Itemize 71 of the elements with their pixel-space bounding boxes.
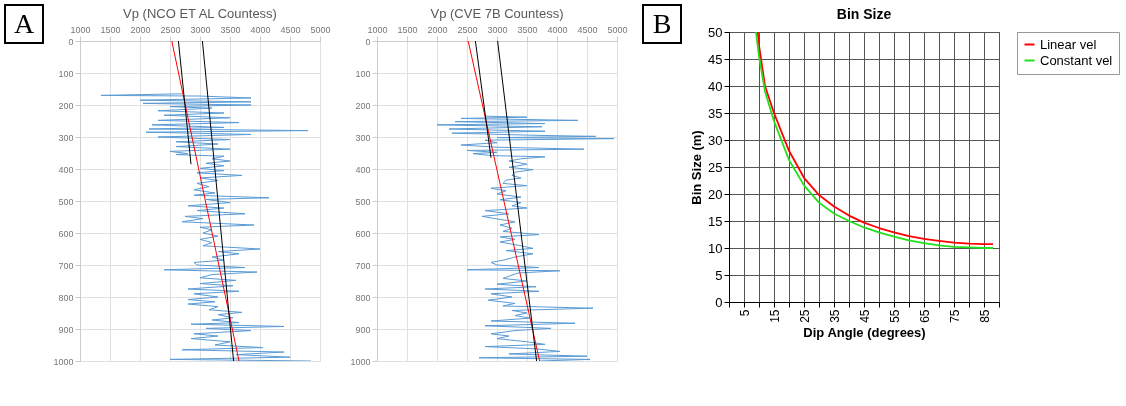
x-tick-label: 1000 — [70, 24, 91, 35]
y-tick-label: 700 — [355, 260, 371, 271]
x-tick-label: 5 — [737, 309, 752, 317]
y-tick-label: 20 — [708, 186, 723, 202]
y-tick-label: 5 — [715, 267, 723, 283]
y-tick-label: 0 — [365, 36, 371, 47]
x-tick-label: 4500 — [577, 24, 598, 35]
y-tick-label: 300 — [58, 132, 74, 143]
x-tick-label: 4000 — [547, 24, 568, 35]
x-tick-label: 2000 — [130, 24, 151, 35]
y-tick-label: 800 — [355, 292, 371, 303]
y-tick-label: 600 — [355, 228, 371, 239]
chart-title: Vp (NCO ET AL Countess) — [123, 6, 277, 21]
x-tick-label: 4000 — [250, 24, 271, 35]
y-tick-label: 10 — [708, 240, 723, 256]
x-tick-label: 2000 — [427, 24, 448, 35]
x-tick-label: 1500 — [100, 24, 121, 35]
x-tick-label: 5000 — [310, 24, 331, 35]
x-tick-label: 85 — [977, 309, 992, 323]
y-axis-title: Bin Size (m) — [689, 130, 705, 205]
y-tick-label: 0 — [68, 36, 74, 47]
chart-title: Vp (CVE 7B Countess) — [430, 6, 564, 21]
y-tick-label: 1000 — [53, 356, 74, 367]
y-tick-label: 700 — [58, 260, 74, 271]
legend-label: Constant vel — [1040, 52, 1113, 68]
x-tick-label: 3500 — [220, 24, 241, 35]
y-tick-label: 900 — [355, 324, 371, 335]
y-tick-label: 300 — [355, 132, 371, 143]
y-tick-label: 600 — [58, 228, 74, 239]
y-tick-label: 800 — [58, 292, 74, 303]
y-tick-label: 500 — [355, 196, 371, 207]
chart-title: Bin Size — [836, 6, 892, 22]
y-tick-label: 0 — [715, 294, 723, 310]
y-tick-label: 900 — [58, 324, 74, 335]
x-tick-label: 2500 — [160, 24, 181, 35]
x-tick-label: 15 — [767, 309, 782, 323]
y-tick-label: 200 — [58, 100, 74, 111]
y-tick-label: 100 — [58, 68, 74, 79]
y-tick-label: 35 — [708, 105, 723, 121]
x-tick-label: 55 — [887, 309, 902, 323]
x-tick-label: 3500 — [517, 24, 538, 35]
y-tick-label: 40 — [708, 78, 723, 94]
y-tick-label: 25 — [708, 159, 723, 175]
y-tick-label: 15 — [708, 213, 723, 229]
y-tick-label: 50 — [708, 24, 723, 40]
y-tick-label: 45 — [708, 51, 723, 67]
x-tick-label: 5000 — [607, 24, 628, 35]
y-tick-label: 30 — [708, 132, 723, 148]
x-tick-label: 1000 — [367, 24, 388, 35]
x-tick-label: 35 — [827, 309, 842, 323]
y-tick-label: 400 — [58, 164, 74, 175]
text: A — [4, 4, 44, 44]
y-tick-label: 200 — [355, 100, 371, 111]
x-tick-label: 75 — [947, 309, 962, 323]
x-tick-label: 65 — [917, 309, 932, 323]
line-series — [100, 93, 312, 361]
x-tick-label: 45 — [857, 309, 872, 323]
line-series — [436, 115, 615, 361]
x-axis-title: Dip Angle (degrees) — [803, 324, 926, 340]
x-tick-label: 4500 — [280, 24, 301, 35]
x-tick-label: 3000 — [487, 24, 508, 35]
x-tick-label: 25 — [797, 309, 812, 323]
y-tick-label: 1000 — [350, 356, 371, 367]
x-tick-label: 3000 — [190, 24, 211, 35]
legend-label: Linear vel — [1040, 36, 1097, 52]
y-tick-label: 500 — [58, 196, 74, 207]
x-tick-label: 2500 — [457, 24, 478, 35]
y-tick-label: 400 — [355, 164, 371, 175]
text: B — [642, 4, 682, 44]
y-tick-label: 100 — [355, 68, 371, 79]
x-tick-label: 1500 — [397, 24, 418, 35]
